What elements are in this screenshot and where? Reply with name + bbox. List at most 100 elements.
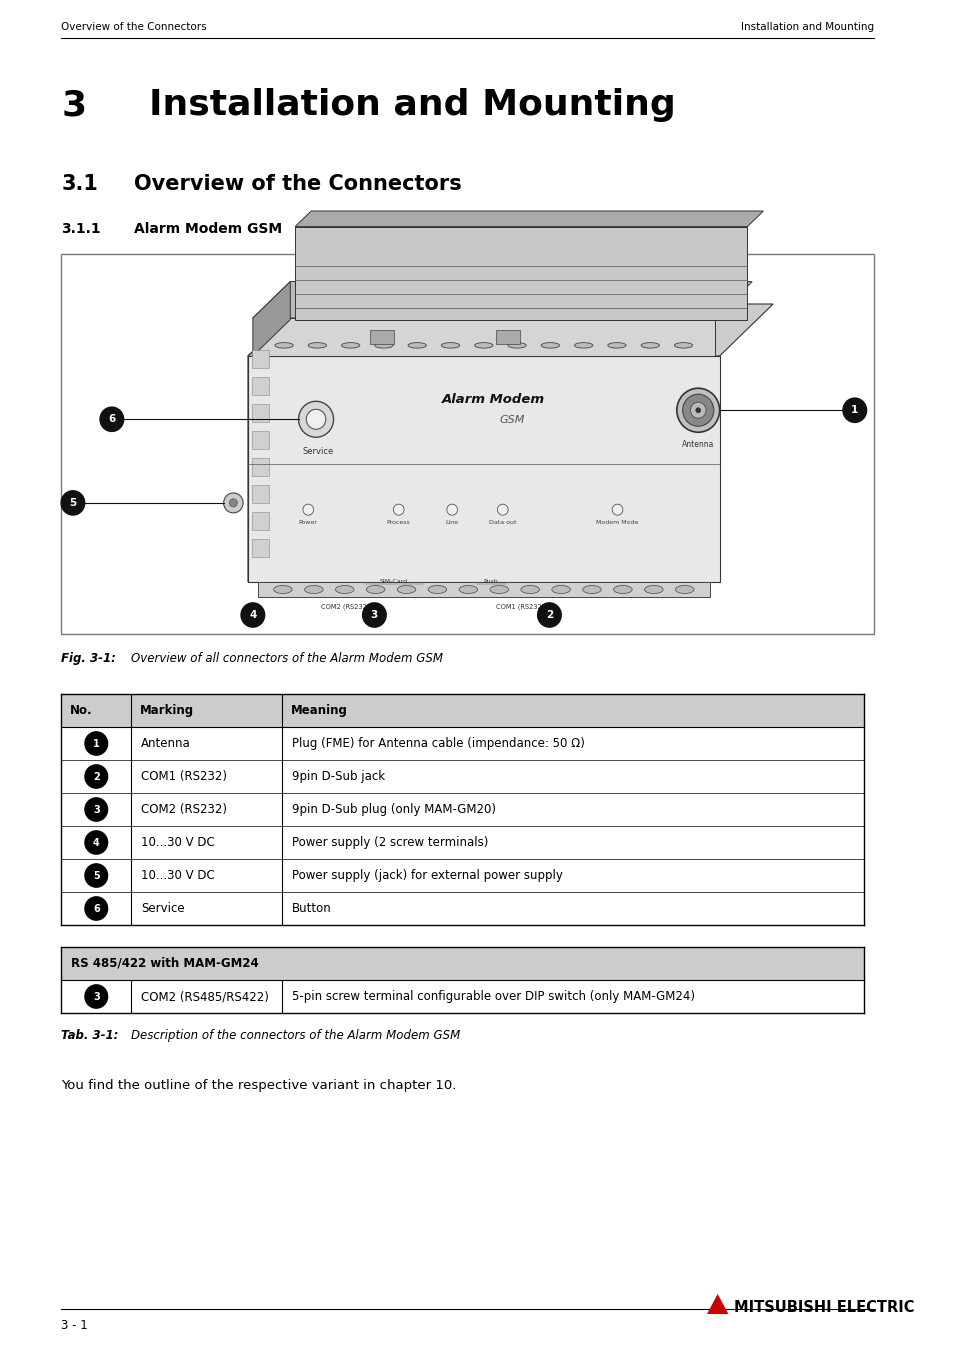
Circle shape [298,401,334,438]
Text: 1: 1 [92,739,99,748]
Circle shape [497,504,508,515]
Text: Installation and Mounting: Installation and Mounting [740,22,873,32]
Circle shape [676,388,719,432]
Circle shape [85,897,108,920]
Polygon shape [294,211,762,227]
FancyBboxPatch shape [252,431,269,449]
Circle shape [537,603,560,627]
Text: You find the outline of the respective variant in chapter 10.: You find the outline of the respective v… [61,1079,456,1092]
Ellipse shape [613,585,632,593]
Text: No.: No. [70,704,92,717]
Text: Service: Service [141,902,185,915]
Text: 3 - 1: 3 - 1 [61,1319,88,1332]
Text: 3: 3 [92,992,99,1001]
Text: 3: 3 [92,804,99,815]
Text: Tab. 3-1:: Tab. 3-1: [61,1029,118,1042]
Circle shape [85,765,108,788]
Ellipse shape [396,585,416,593]
Circle shape [85,732,108,755]
FancyBboxPatch shape [61,979,862,1013]
Ellipse shape [441,343,459,349]
Circle shape [85,798,108,821]
Text: 9pin D-Sub jack: 9pin D-Sub jack [292,770,384,784]
FancyBboxPatch shape [252,404,269,422]
Text: Overview of the Connectors: Overview of the Connectors [134,174,461,195]
Polygon shape [706,1294,727,1315]
FancyBboxPatch shape [253,317,714,357]
Circle shape [612,504,622,515]
Text: Process: Process [386,520,410,524]
Circle shape [306,409,325,430]
Ellipse shape [520,585,538,593]
Ellipse shape [640,343,659,349]
FancyBboxPatch shape [252,485,269,503]
Polygon shape [248,304,772,357]
Circle shape [682,394,713,426]
Text: Installation and Mounting: Installation and Mounting [149,88,675,122]
Ellipse shape [375,343,393,349]
Text: 4: 4 [249,611,256,620]
Text: 3.1: 3.1 [61,174,98,195]
Circle shape [223,493,243,513]
Ellipse shape [674,343,692,349]
FancyBboxPatch shape [61,727,862,761]
Circle shape [230,499,237,507]
Text: Modem Mode: Modem Mode [596,520,638,524]
Ellipse shape [366,585,384,593]
Text: 3: 3 [61,88,87,122]
Circle shape [690,403,705,419]
Text: COM1 (RS232): COM1 (RS232) [496,604,544,611]
Circle shape [393,504,404,515]
Text: COM1 (RS232): COM1 (RS232) [141,770,227,784]
FancyBboxPatch shape [61,825,862,859]
Ellipse shape [428,585,446,593]
FancyBboxPatch shape [61,694,862,727]
Ellipse shape [274,585,292,593]
Polygon shape [253,281,290,357]
Circle shape [446,504,457,515]
FancyBboxPatch shape [252,512,269,530]
Text: Push: Push [483,580,498,584]
Text: GSM: GSM [499,415,525,424]
FancyBboxPatch shape [61,761,862,793]
FancyBboxPatch shape [248,357,719,582]
Text: Antenna: Antenna [681,440,714,450]
Circle shape [85,831,108,854]
Text: Meaning: Meaning [291,704,347,717]
FancyBboxPatch shape [252,377,269,394]
FancyBboxPatch shape [257,582,709,597]
Text: 1: 1 [850,405,858,415]
Circle shape [100,407,123,431]
Text: Alarm Modem GSM: Alarm Modem GSM [134,222,282,236]
Polygon shape [294,227,746,320]
Text: 5: 5 [92,870,99,881]
Ellipse shape [551,585,570,593]
FancyBboxPatch shape [252,458,269,476]
Ellipse shape [490,585,508,593]
FancyBboxPatch shape [61,793,862,825]
Polygon shape [248,304,301,582]
FancyBboxPatch shape [252,539,269,557]
Text: Overview of the Connectors: Overview of the Connectors [61,22,207,32]
Text: 3.1.1: 3.1.1 [61,222,101,236]
Text: 4: 4 [92,838,99,847]
Ellipse shape [308,343,326,349]
Text: 6: 6 [92,904,99,913]
Circle shape [85,985,108,1008]
Ellipse shape [341,343,359,349]
Text: Power: Power [298,520,317,524]
Text: 6: 6 [108,415,115,424]
Text: 5: 5 [70,499,76,508]
Text: Line: Line [445,520,458,524]
Text: MITSUBISHI ELECTRIC: MITSUBISHI ELECTRIC [734,1300,914,1315]
Ellipse shape [475,343,493,349]
Circle shape [241,603,264,627]
Ellipse shape [458,585,477,593]
FancyBboxPatch shape [369,330,394,345]
Circle shape [362,603,386,627]
Text: 10...30 V DC: 10...30 V DC [141,836,214,848]
Text: Alarm Modem: Alarm Modem [441,393,544,407]
Ellipse shape [335,585,354,593]
Ellipse shape [574,343,592,349]
Ellipse shape [507,343,526,349]
